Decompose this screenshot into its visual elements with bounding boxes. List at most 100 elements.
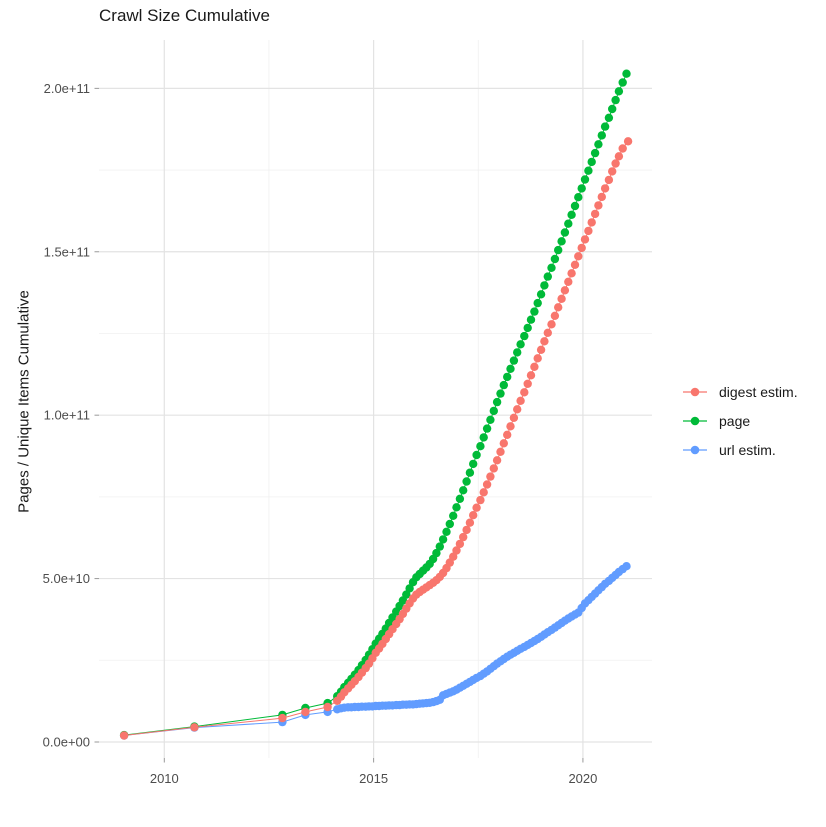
data-point-page — [611, 95, 620, 105]
data-point-page — [526, 315, 536, 324]
data-point-digest-estim- — [523, 379, 532, 388]
data-point-digest-estim- — [543, 328, 552, 337]
data-point-digest-estim- — [513, 405, 522, 414]
data-point-digest-estim- — [540, 337, 549, 346]
data-point-page — [459, 486, 468, 495]
data-point-page — [547, 263, 556, 272]
data-point-page — [567, 210, 576, 219]
data-point-digest-estim- — [455, 539, 465, 549]
data-point-page — [564, 219, 573, 228]
data-point-digest-estim- — [449, 552, 458, 561]
data-point-digest-estim- — [119, 731, 129, 740]
data-point-digest-estim- — [574, 252, 583, 261]
data-point-digest-estim- — [476, 495, 485, 505]
y-tick-label: 2.0e+11 — [44, 81, 90, 96]
data-point-digest-estim- — [278, 713, 287, 723]
data-point-page — [462, 477, 471, 486]
data-point-digest-estim- — [489, 464, 498, 473]
data-point-page — [530, 307, 539, 316]
data-point-digest-estim- — [560, 286, 570, 295]
data-point-page — [492, 397, 502, 407]
data-point-page — [405, 584, 414, 593]
data-point-digest-estim- — [459, 532, 468, 542]
data-point-digest-estim- — [190, 723, 199, 732]
data-point-digest-estim- — [506, 422, 515, 431]
data-point-page — [476, 442, 485, 451]
data-point-digest-estim- — [554, 303, 563, 312]
data-point-digest-estim- — [577, 243, 586, 253]
data-point-page — [550, 254, 560, 264]
data-point-page — [608, 104, 617, 114]
data-point-digest-estim- — [623, 137, 633, 146]
data-point-digest-estim- — [594, 201, 603, 210]
legend-item-url-estim: url estim. — [681, 435, 798, 464]
data-point-url-estim- — [622, 562, 631, 571]
legend-label: url estim. — [719, 441, 776, 458]
data-point-digest-estim- — [587, 218, 596, 227]
data-point-page — [597, 131, 606, 140]
data-point-page — [503, 372, 512, 382]
data-point-digest-estim- — [618, 144, 627, 153]
data-point-digest-estim- — [323, 702, 332, 712]
data-point-digest-estim- — [469, 511, 478, 520]
data-point-page — [435, 542, 444, 551]
legend-item-digest-estim: digest estim. — [681, 377, 798, 406]
data-point-digest-estim- — [462, 525, 471, 535]
data-point-page — [520, 331, 529, 341]
legend-label: page — [719, 412, 751, 429]
data-point-page — [469, 459, 478, 469]
data-point-digest-estim- — [570, 260, 580, 269]
data-point-digest-estim- — [516, 396, 525, 405]
data-point-digest-estim- — [600, 184, 610, 193]
data-point-digest-estim- — [496, 447, 505, 456]
data-point-digest-estim- — [465, 518, 475, 527]
data-point-page — [580, 175, 590, 184]
y-axis-title: Pages / Unique Items Cumulative — [15, 290, 33, 513]
data-point-digest-estim- — [564, 277, 573, 286]
data-point-page — [516, 340, 525, 349]
data-point-page — [496, 389, 505, 398]
data-point-page — [584, 166, 593, 175]
y-tick-label: 1.5e+11 — [44, 244, 90, 259]
data-point-page — [482, 424, 492, 433]
data-point-digest-estim- — [479, 488, 488, 497]
data-point-page — [554, 245, 563, 255]
y-tick-label: 1.0e+11 — [44, 408, 90, 423]
data-point-page — [432, 548, 441, 558]
data-point-digest-estim- — [590, 209, 600, 219]
legend-key-digest-estim-icon — [683, 387, 707, 396]
data-point-digest-estim- — [526, 371, 536, 380]
x-tick-label: 2020 — [568, 771, 597, 786]
data-point-page — [604, 113, 614, 123]
data-point-page — [622, 69, 631, 78]
chart-title: Crawl Size Cumulative — [99, 6, 270, 25]
data-point-page — [577, 184, 586, 193]
legend-key-page-icon — [683, 416, 707, 425]
data-point-page — [536, 290, 546, 299]
data-point-digest-estim- — [557, 294, 566, 303]
data-point-page — [445, 519, 454, 529]
data-point-digest-estim- — [547, 320, 556, 329]
data-point-page — [587, 157, 596, 167]
data-point-page — [449, 511, 458, 520]
data-point-page — [594, 140, 603, 149]
data-point-digest-estim- — [611, 159, 620, 168]
legend: digest estim. page url estim. — [681, 377, 798, 464]
data-point-page — [486, 415, 495, 424]
legend-key-url-estim-icon — [683, 445, 707, 454]
data-point-page — [574, 193, 583, 202]
data-point-page — [540, 281, 549, 290]
data-point-digest-estim- — [550, 311, 560, 320]
data-point-digest-estim- — [509, 413, 519, 422]
data-point-digest-estim- — [472, 503, 481, 512]
data-point-page — [543, 272, 552, 281]
data-point-page — [402, 590, 411, 599]
data-point-digest-estim- — [482, 480, 492, 489]
x-tick-label: 2015 — [359, 771, 388, 786]
data-point-digest-estim- — [520, 388, 529, 397]
y-tick-label: 0.0e+00 — [43, 734, 90, 749]
data-point-digest-estim- — [452, 546, 461, 555]
data-point-digest-estim- — [584, 226, 593, 236]
data-point-page — [489, 406, 498, 416]
